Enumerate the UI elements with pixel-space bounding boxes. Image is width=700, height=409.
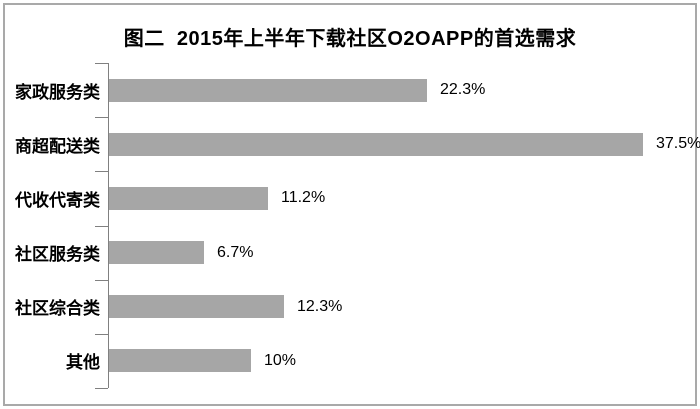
value-label: 22.3%: [440, 81, 486, 99]
bar-row: 商超配送类 37.5%: [0, 117, 700, 171]
bar-row: 代收代寄类 11.2%: [0, 171, 694, 225]
bar: [109, 241, 204, 265]
bar-row: 其他 10%: [0, 334, 694, 388]
axis-tick: [95, 117, 108, 118]
plot-area: 家政服务类 22.3% 商超配送类 37.5% 代收代寄类 11.2% 社区服务类 6.7% 社…: [0, 63, 700, 388]
bar-row: 社区服务类 6.7%: [0, 225, 694, 279]
category-label: 其他: [66, 353, 100, 373]
category-label: 家政服务类: [15, 82, 100, 102]
bar-row: 家政服务类 22.3%: [0, 63, 694, 117]
value-label: 6.7%: [217, 243, 254, 261]
value-label: 37.5%: [656, 135, 700, 153]
axis-tick: [95, 226, 108, 227]
category-axis-line: [108, 63, 109, 388]
value-label: 10%: [264, 351, 297, 369]
bar: [109, 349, 251, 373]
bar: [109, 78, 427, 102]
category-label: 代收代寄类: [15, 190, 100, 210]
bar: [109, 295, 284, 319]
bar: [109, 132, 643, 156]
value-label: 11.2%: [281, 189, 326, 207]
bar: [109, 186, 268, 210]
axis-tick: [95, 171, 108, 172]
category-label: 商超配送类: [15, 136, 100, 156]
axis-tick: [95, 280, 108, 281]
category-label: 社区服务类: [15, 245, 100, 265]
axis-tick: [95, 63, 108, 64]
axis-tick: [95, 334, 108, 335]
category-label: 社区综合类: [15, 299, 100, 319]
bar-row: 社区综合类 12.3%: [0, 280, 694, 334]
axis-tick: [95, 388, 108, 389]
chart-title: 图二 2015年上半年下载社区O2OAPP的首选需求: [123, 28, 577, 50]
value-label: 12.3%: [297, 297, 343, 315]
